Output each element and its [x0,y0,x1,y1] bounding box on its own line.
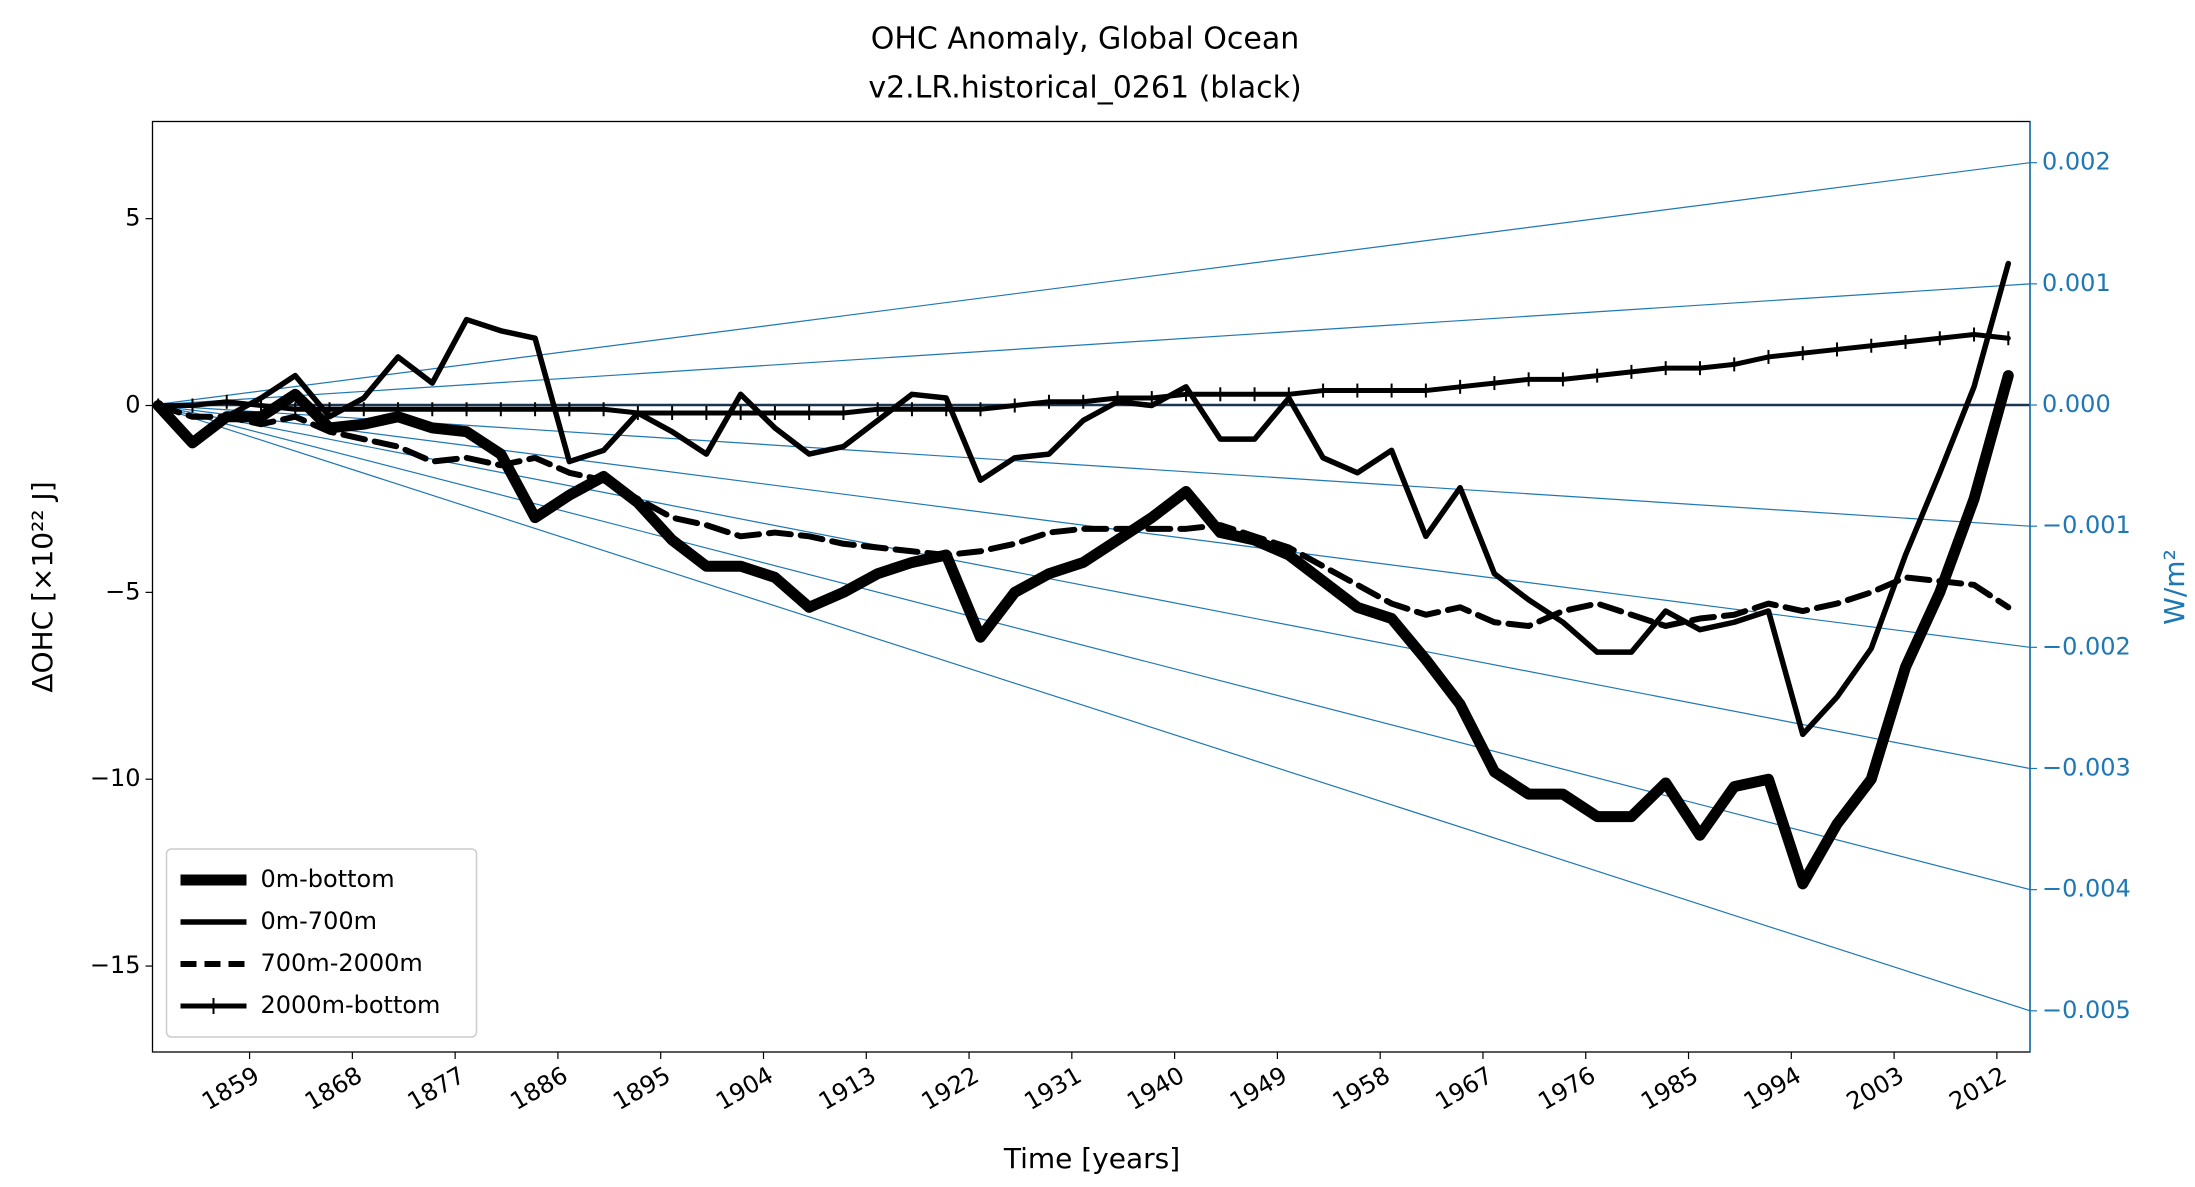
legend-label: 0m-bottom [261,865,395,893]
x-tick-label: 1994 [1739,1061,1806,1116]
y2-reference-line [152,404,2030,770]
y2-tick-label: 0.000 [2042,390,2111,418]
legend-label: 2000m-bottom [261,991,441,1019]
y-tick-label: −10 [90,764,141,792]
y2-tick-label: 0.002 [2042,148,2111,176]
x-tick-label: 1976 [1533,1061,1600,1116]
x-tick-label: 1913 [814,1061,881,1116]
x-tick-label: 1931 [1019,1061,1086,1116]
y2-tick-label: −0.001 [2042,511,2131,539]
x-tick-label: 1985 [1636,1061,1703,1116]
y-tick-label: 0 [125,391,140,419]
y-tick-label: −15 [90,951,141,979]
y-tick-label: −5 [105,577,140,605]
y2-tick-label: −0.004 [2042,875,2131,903]
x-tick-label: 1940 [1122,1061,1189,1116]
chart-subtitle: v2.LR.historical_0261 (black) [868,71,1301,106]
x-tick-label: 1949 [1225,1061,1292,1116]
y2-tick-label: −0.005 [2042,996,2131,1024]
plot-area [152,162,2030,1012]
y2-tick-label: −0.002 [2042,632,2131,660]
series-line [152,370,2014,890]
x-tick-label: 1895 [608,1061,675,1116]
y2-reference-line [152,404,2030,891]
x-tick-label: 1886 [506,1061,573,1116]
x-tick-label: 1868 [300,1061,367,1116]
y-tick-label: 5 [125,204,140,232]
x-tick-label: 1967 [1431,1061,1498,1116]
y2-tick-label: 0.001 [2042,269,2111,297]
x-tick-label: 1958 [1328,1061,1395,1116]
y2-reference-line [152,404,2030,1012]
x-tick-label: 2012 [1944,1061,2011,1116]
x-tick-label: 2003 [1842,1061,1909,1116]
y2-axis-label: W/m² [2158,549,2191,625]
legend-label: 700m-2000m [261,949,423,977]
series-line [155,402,2012,629]
y2-reference-line [152,404,2030,527]
x-tick-label: 1904 [711,1061,778,1116]
x-axis-label: Time [years] [1003,1142,1180,1175]
series-line [155,260,2012,738]
x-tick-label: 1922 [917,1061,984,1116]
chart-title: OHC Anomaly, Global Ocean [871,22,1300,57]
legend-box [165,848,478,1038]
x-tick-label: 1877 [403,1061,470,1116]
y2-reference-line [152,283,2030,406]
y-axis-label: ΔOHC [×10²² J] [26,481,59,692]
legend-label: 0m-700m [261,907,378,935]
x-tick-label: 1859 [197,1061,264,1116]
y2-tick-label: −0.003 [2042,753,2131,781]
y2-reference-line [152,162,2030,406]
